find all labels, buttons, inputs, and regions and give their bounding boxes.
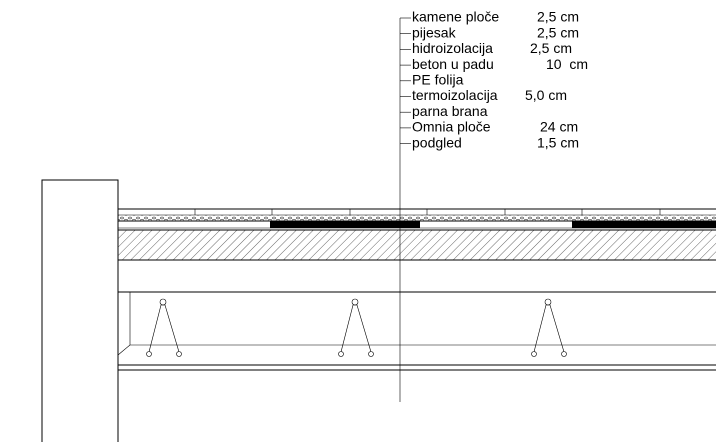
girder-top <box>351 298 359 306</box>
layer-thickness: 1,5 cm <box>537 134 579 150</box>
floor-layers <box>117 208 716 371</box>
girder-foot <box>176 351 182 357</box>
layer-thickness: 2,5 cm <box>530 40 572 56</box>
girder-foot <box>368 351 374 357</box>
layer-thickness: 2,5 cm <box>537 9 579 25</box>
layer-name: pijesak <box>412 24 457 40</box>
girder-top <box>544 298 552 306</box>
tile-joints <box>194 209 661 215</box>
girder-foot <box>338 351 344 357</box>
layer-labels: kamene ploče 2,5 cm pijesak 2,5 cm hidroizol… <box>400 9 588 150</box>
girder-foot <box>531 351 537 357</box>
layer-thickness: 10 cm <box>546 56 588 72</box>
girder-top <box>159 298 167 306</box>
layer-thickness: 5,0 cm <box>525 87 567 103</box>
layer-name: hidroizolacija <box>412 40 493 56</box>
layer-name: parna brana <box>412 103 488 119</box>
layer-name: Omnia ploče <box>412 119 491 135</box>
layer-name: podgled <box>412 134 462 150</box>
wall <box>41 179 119 442</box>
lattice-girders <box>146 298 567 357</box>
layer-thickness: 2,5 cm <box>537 24 579 40</box>
girder-foot <box>561 351 567 357</box>
layer-name: kamene ploče <box>412 9 499 25</box>
layer-name: termoizolacija <box>412 87 498 103</box>
layer-name: PE folija <box>412 72 464 88</box>
layer-thickness: 24 cm <box>540 119 578 135</box>
layer-name: beton u padu <box>412 56 494 72</box>
girder-foot <box>146 351 152 357</box>
